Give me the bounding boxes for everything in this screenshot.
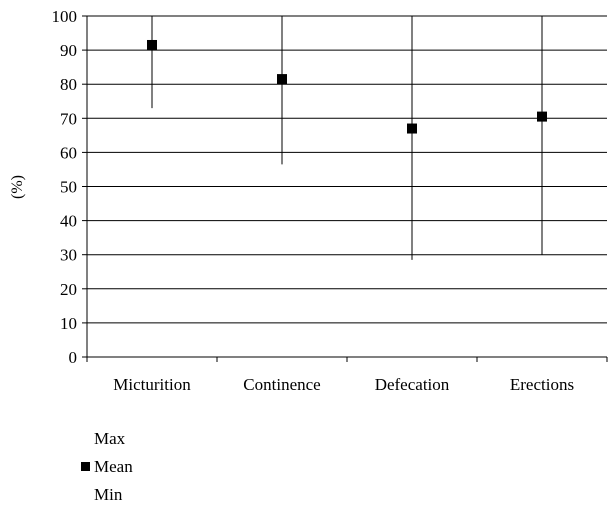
legend-min-label: Min: [94, 485, 123, 504]
mean-marker-continence: [277, 74, 287, 85]
x-category-label-defecation: Defecation: [375, 375, 450, 394]
category-labels: Micturition Continence Defecation Erections: [113, 375, 574, 394]
mean-marker-defecation: [407, 123, 417, 134]
y-axis-title: (%): [9, 175, 26, 199]
x-category-label-micturition: Micturition: [113, 375, 191, 394]
y-tick-label-0: 0: [69, 348, 78, 367]
y-tick-label-80: 80: [60, 75, 77, 94]
mean-marker-erections: [537, 111, 547, 122]
y-tick-label-10: 10: [60, 314, 77, 333]
y-tick-label-100: 100: [52, 7, 78, 26]
x-category-label-continence: Continence: [243, 375, 320, 394]
y-tick-label-30: 30: [60, 246, 77, 265]
y-tick-label-40: 40: [60, 212, 77, 231]
y-tick-label-60: 60: [60, 143, 77, 162]
mean-markers: [147, 39, 547, 134]
axes: [82, 15, 608, 362]
gridlines: [87, 15, 607, 324]
y-tick-label-90: 90: [60, 41, 77, 60]
legend: Max Mean Min: [81, 429, 133, 504]
y-tick-label-50: 50: [60, 178, 77, 197]
y-tick-label-70: 70: [60, 109, 77, 128]
legend-max-label: Max: [94, 429, 126, 448]
y-tick-labels: 0 10 20 30 40 50 60 70 80 90 100: [52, 7, 78, 367]
range-lines: [151, 16, 543, 260]
legend-mean-marker: [81, 462, 90, 471]
mean-marker-micturition: [147, 39, 157, 50]
x-category-label-erections: Erections: [510, 375, 574, 394]
y-tick-label-20: 20: [60, 280, 77, 299]
legend-mean-label: Mean: [94, 457, 133, 476]
